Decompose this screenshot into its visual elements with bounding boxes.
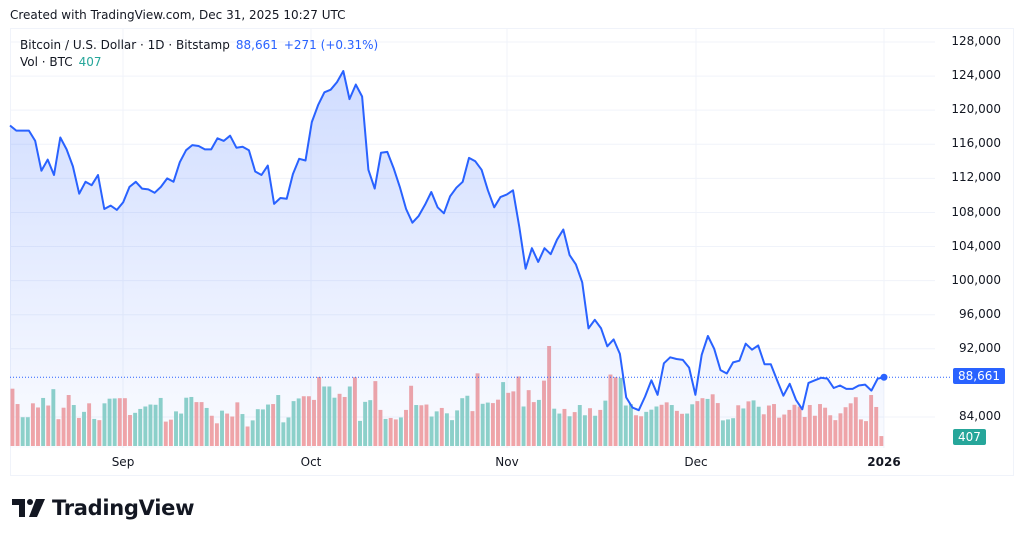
y-axis-label: 116,000 (951, 136, 1001, 150)
y-axis-label: 100,000 (951, 273, 1001, 287)
x-axis-label-oct: Oct (300, 455, 322, 469)
legend-symbol-row: Bitcoin / U.S. Dollar · 1D · Bitstamp 88,… (20, 37, 378, 54)
price-area-fill (10, 71, 884, 448)
y-axis-label: 84,000 (959, 409, 1001, 423)
y-axis-label: 92,000 (959, 341, 1001, 355)
last-volume-badge: 407 (953, 429, 986, 445)
last-price-badge: 88,661 (953, 368, 1005, 384)
created-with-caption: Created with TradingView.com, Dec 31, 20… (10, 8, 346, 22)
y-axis-label: 104,000 (951, 239, 1001, 253)
y-axis-label: 96,000 (959, 307, 1001, 321)
price-line (9, 70, 885, 412)
x-axis-label-nov: Nov (495, 455, 519, 469)
tradingview-logo-icon (12, 499, 45, 517)
y-axis-label: 124,000 (951, 68, 1001, 82)
legend-volume-label: Vol · BTC (20, 55, 73, 69)
y-axis-label: 108,000 (951, 205, 1001, 219)
x-axis-label-2026: 2026 (867, 455, 901, 469)
y-axis-label: 120,000 (951, 102, 1001, 116)
legend-change: +271 (+0.31%) (283, 38, 379, 52)
x-axis-label-dec: Dec (684, 455, 708, 469)
tradingview-logo[interactable]: TradingView (12, 496, 194, 520)
tradingview-logo-text: TradingView (52, 496, 195, 520)
legend-last-price: 88,661 (235, 38, 278, 52)
legend-volume-row: Vol · BTC 407 (20, 54, 378, 71)
y-axis-label: 112,000 (951, 170, 1001, 184)
y-axis-label: 128,000 (951, 34, 1001, 48)
x-axis-label-sep: Sep (111, 455, 135, 469)
legend-volume-value: 407 (78, 55, 102, 69)
last-price-dot (880, 373, 888, 381)
legend-symbol: Bitcoin / U.S. Dollar · 1D · Bitstamp (20, 38, 230, 52)
chart-legend: Bitcoin / U.S. Dollar · 1D · Bitstamp 88,… (20, 37, 378, 71)
